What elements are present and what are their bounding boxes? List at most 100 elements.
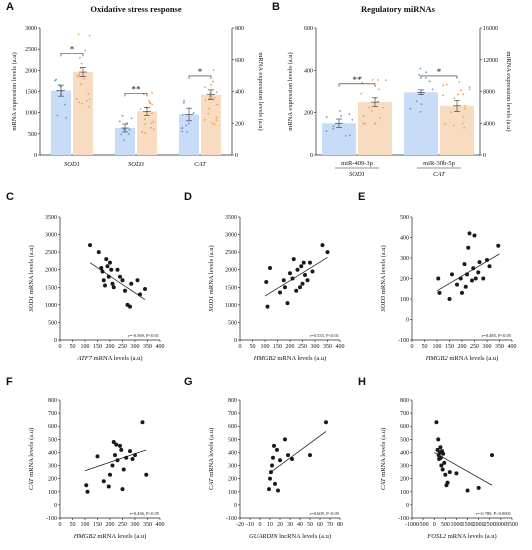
y-tick-label: 0 (234, 503, 237, 509)
y-tick-label: 600 (400, 424, 409, 430)
data-point (118, 120, 121, 123)
x-tick-label: -1000 (405, 522, 419, 528)
data-point (285, 301, 290, 306)
data-point (130, 457, 135, 461)
data-point (128, 304, 132, 309)
data-point (271, 455, 275, 460)
x-tick-label: 500 (441, 522, 450, 528)
y2-tick-label: 0 (235, 153, 238, 159)
y-tick-label: 0 (234, 338, 237, 344)
data-point (106, 274, 111, 279)
data-point (64, 103, 66, 106)
data-point (122, 139, 125, 142)
data-point (458, 276, 463, 281)
data-point (361, 81, 364, 84)
data-point (481, 276, 486, 281)
y-tick-label: 700 (48, 411, 57, 417)
data-point (118, 274, 122, 279)
data-point (268, 265, 272, 270)
panel-letter: F (6, 376, 13, 388)
y-tick-label: 500 (228, 437, 237, 443)
x-axis-label: HMGB2 mRNA levels (a.u) (253, 355, 327, 362)
y-axis-label-gene: CAT (208, 478, 215, 490)
data-point (119, 447, 124, 452)
x-tick-label: 300 (131, 522, 140, 528)
data-point (103, 283, 107, 288)
x-axis-label-unit: mRNA levels (a.u) (92, 355, 143, 362)
data-point (108, 260, 112, 265)
data-point (192, 112, 195, 114)
y-axis-label: CAT mRNA levels (a.u) (208, 428, 215, 490)
data-point (212, 80, 214, 83)
data-point (476, 270, 481, 275)
data-point (278, 458, 282, 463)
panel-letter: B (272, 1, 280, 13)
data-point (79, 67, 82, 70)
y2-tick-label: 8000 (483, 90, 495, 96)
data-point (77, 33, 80, 36)
regression-line (436, 253, 500, 292)
y2-axis-label: miRNA expression levels (a.u) (505, 51, 512, 131)
x-tick-label: 350 (495, 344, 504, 350)
data-point (99, 265, 104, 270)
y-tick-label: 800 (48, 398, 57, 404)
data-point (467, 231, 472, 236)
data-point (152, 128, 155, 131)
data-point (455, 282, 459, 287)
chart-title: Regulatory miRNAs (361, 4, 436, 14)
y-tick-label: 300 (400, 464, 409, 470)
x-tick-label: 0 (259, 522, 262, 528)
y2-tick-label: 16000 (483, 26, 498, 32)
y-tick-label: 3000 (225, 233, 237, 239)
x-tick-label: 100 (81, 344, 90, 350)
data-point (110, 463, 115, 468)
data-point (76, 75, 79, 78)
y-axis-label-unit: mRNA levels (a.u) (28, 428, 35, 479)
y-tick-label: 700 (400, 411, 409, 417)
group-sublabel: CAT (433, 171, 445, 178)
data-point (447, 297, 452, 301)
x-tick-label: 50 (70, 522, 76, 528)
data-point (215, 91, 218, 94)
x-axis-label-unit: lncRNA levels (a.u) (278, 533, 331, 540)
data-point (324, 420, 328, 425)
data-point (208, 97, 211, 100)
data-point (268, 476, 272, 481)
y-tick-label: -100 (226, 516, 237, 522)
y-tick-label: 700 (228, 411, 237, 417)
data-point (151, 112, 154, 115)
bar-orange (201, 94, 221, 155)
x-tick-label: 0 (59, 522, 62, 528)
data-point (496, 243, 501, 248)
data-point (310, 269, 315, 274)
y-tick-label: 0 (406, 503, 409, 509)
data-point (466, 245, 471, 250)
y-tick-label: 0 (54, 503, 57, 509)
data-point (151, 103, 154, 106)
data-point (283, 437, 287, 442)
x-tick-label: 30 (287, 522, 293, 528)
y-axis-label-gene: SOD3 (380, 295, 387, 312)
data-point (143, 287, 147, 292)
y-tick-label: 1500 (25, 90, 37, 96)
x-tick-label: 2500 (484, 522, 496, 528)
data-point (303, 272, 307, 277)
data-point (443, 123, 446, 125)
data-point (144, 118, 146, 120)
data-point (56, 114, 59, 117)
y-tick-label: 600 (304, 26, 313, 32)
x-tick-label: 40 (297, 522, 303, 528)
data-point (111, 439, 116, 444)
panel-d: D 0 500 1000 1500 2000 2500 3000 3500 0 50 100 150 20… (184, 191, 345, 362)
group-label: SOD3 (128, 161, 145, 168)
x-tick-label: 60 (317, 522, 323, 528)
data-point (360, 76, 363, 78)
y-tick-label: 500 (400, 437, 409, 443)
x-tick-label: 50 (250, 344, 256, 350)
y-tick-label: 1500 (225, 285, 237, 291)
data-point (75, 97, 78, 100)
data-point (121, 467, 126, 472)
x-tick-label: 20 (277, 522, 283, 528)
data-point (104, 257, 109, 262)
